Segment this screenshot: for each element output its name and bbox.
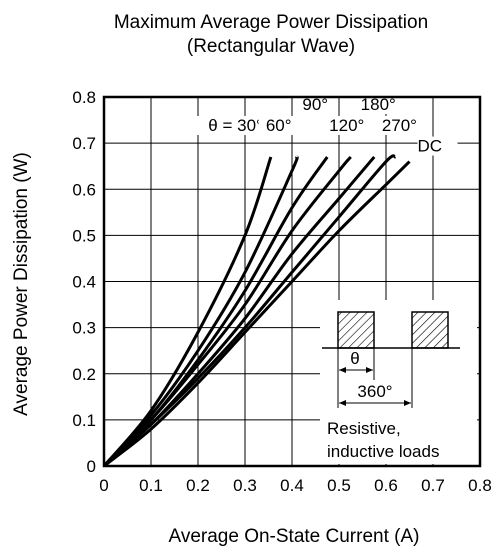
series-line bbox=[102, 156, 273, 467]
x-tick-label: 0.3 bbox=[233, 476, 257, 495]
series-label: 120° bbox=[329, 116, 364, 135]
y-tick-label: 0.6 bbox=[72, 180, 96, 199]
x-tick-label: 0.1 bbox=[139, 476, 163, 495]
series-line bbox=[102, 155, 352, 468]
series-line bbox=[103, 160, 411, 468]
series-labels: θ = 30° 60° 90°120° 180° 270°DC bbox=[166, 94, 458, 156]
y-tick-label: 0.1 bbox=[72, 411, 96, 430]
series-label-bg bbox=[258, 115, 299, 135]
pulse-1 bbox=[337, 311, 375, 349]
theta-arrow-head-right bbox=[366, 367, 373, 373]
series-line bbox=[102, 155, 299, 468]
series-label-bg bbox=[166, 115, 263, 135]
x-tick-label: 0 bbox=[99, 476, 108, 495]
theta-arrow-head-left bbox=[339, 367, 346, 373]
y-tick-label: 0.8 bbox=[72, 88, 96, 107]
theta-label: θ bbox=[350, 349, 359, 368]
y-tick-label: 0.5 bbox=[72, 226, 96, 245]
y-tick-labels: 0 0.1 0.2 0.3 0.4 0.5 0.6 0.7 0.8 bbox=[72, 88, 96, 476]
x-tick-label: 0.8 bbox=[468, 476, 492, 495]
pulse-2 bbox=[411, 311, 449, 349]
series-label: 60° bbox=[266, 116, 292, 135]
series-line bbox=[103, 154, 397, 468]
x-tick-label: 0.5 bbox=[327, 476, 351, 495]
x-tick-label: 0.2 bbox=[186, 476, 210, 495]
series-label: DC bbox=[418, 137, 443, 156]
y-tick-label: 0.3 bbox=[72, 319, 96, 338]
y-axis-label: Average Power Dissipation (W) bbox=[11, 152, 32, 416]
x-tick-label: 0.7 bbox=[421, 476, 445, 495]
waveform-inset: θ 360° Resistive, inductive loads bbox=[322, 311, 460, 461]
period-arrow-head-left bbox=[339, 400, 346, 406]
x-tick-label: 0.4 bbox=[280, 476, 304, 495]
x-tick-labels: 0 0.1 0.2 0.3 0.4 0.5 0.6 0.7 0.8 bbox=[99, 476, 492, 495]
series-label-bg bbox=[379, 115, 420, 135]
load-note-line2: inductive loads bbox=[327, 442, 439, 461]
plot-frame bbox=[102, 95, 482, 468]
series-label: 180° bbox=[361, 95, 396, 114]
series-label-bg bbox=[417, 136, 458, 156]
y-tick-label: 0.2 bbox=[72, 365, 96, 384]
load-note-line1: Resistive, bbox=[327, 419, 401, 438]
period-arrow-head-right bbox=[404, 400, 411, 406]
period-label: 360° bbox=[357, 382, 392, 401]
chart-subtitle: (Rectangular Wave) bbox=[187, 36, 355, 57]
y-tick-label: 0.7 bbox=[72, 134, 96, 153]
chart-title: Maximum Average Power Dissipation bbox=[114, 12, 428, 33]
x-tick-label: 0.6 bbox=[374, 476, 398, 495]
x-axis-label: Average On-State Current (A) bbox=[169, 526, 420, 547]
y-tick-label: 0.4 bbox=[72, 273, 96, 292]
series-label: 90° bbox=[302, 95, 328, 114]
series-label-bg bbox=[295, 94, 336, 114]
grid bbox=[104, 97, 480, 466]
series-label: θ = 30° bbox=[208, 116, 263, 135]
y-tick-label: 0 bbox=[87, 457, 96, 476]
series-label: 270° bbox=[382, 116, 417, 135]
series-curves bbox=[102, 154, 411, 468]
series-label-bg bbox=[358, 94, 399, 114]
series-label-bg bbox=[326, 115, 367, 135]
